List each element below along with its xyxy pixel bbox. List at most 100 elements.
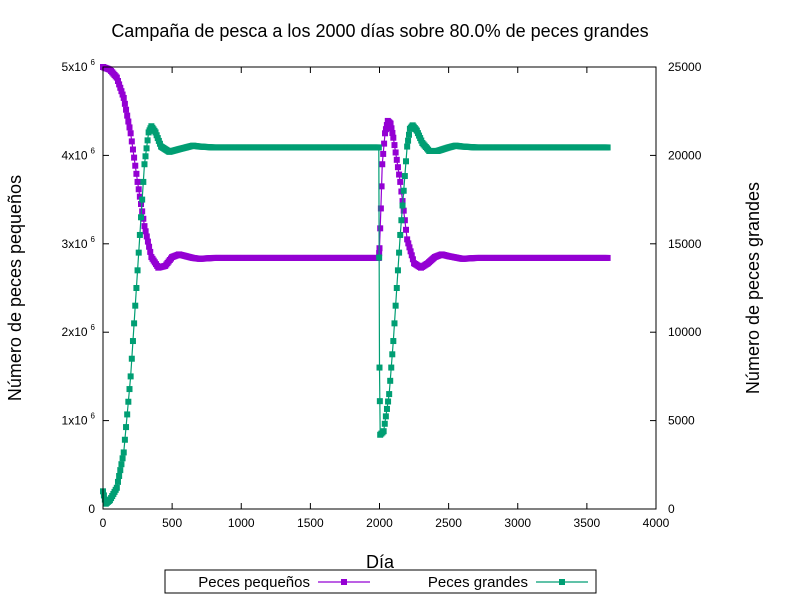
data-point xyxy=(143,233,150,240)
data-point xyxy=(400,207,407,214)
data-point xyxy=(394,164,401,171)
data-point xyxy=(135,249,142,256)
data-point xyxy=(143,145,150,152)
series-peces-grandes xyxy=(100,122,611,507)
data-point xyxy=(126,386,133,393)
y2-tick-label: 0 xyxy=(668,502,675,516)
series-layer xyxy=(100,64,611,507)
x-tick-label: 3000 xyxy=(504,516,531,530)
data-point xyxy=(408,252,415,259)
data-point xyxy=(391,320,398,327)
data-point xyxy=(132,302,139,309)
data-point xyxy=(382,413,389,420)
data-point xyxy=(377,225,384,232)
data-point xyxy=(135,186,142,193)
data-point xyxy=(121,100,128,107)
data-point xyxy=(113,74,120,81)
data-point xyxy=(142,228,149,235)
y-tick-label: 3x10 6 xyxy=(62,235,96,251)
legend-label-small: Peces pequeños xyxy=(198,574,310,591)
y-tick-label: 2x10 6 xyxy=(62,323,96,339)
data-point xyxy=(119,91,126,98)
data-point xyxy=(125,118,132,125)
data-point xyxy=(382,130,389,137)
data-point xyxy=(134,178,141,185)
legend-label-large: Peces grandes xyxy=(428,574,528,591)
y2-tick-label: 20000 xyxy=(668,148,702,162)
data-point xyxy=(397,178,404,185)
data-point xyxy=(139,196,146,203)
data-point xyxy=(391,142,398,149)
data-point xyxy=(394,267,401,274)
x-tick-label: 1000 xyxy=(228,516,255,530)
data-point xyxy=(404,143,411,150)
data-point xyxy=(392,149,399,156)
legend-marker xyxy=(341,579,347,585)
x-tick-label: 500 xyxy=(162,516,182,530)
legend: Peces pequeños Peces grandes xyxy=(164,569,597,594)
data-point xyxy=(377,205,384,212)
y-axis-right-title: Número de peces grandes xyxy=(743,182,763,394)
data-point xyxy=(604,254,611,261)
y2-tick-label: 15000 xyxy=(668,237,702,251)
y-tick-label: 1x10 6 xyxy=(62,412,96,428)
data-point xyxy=(398,217,405,224)
legend-box xyxy=(164,569,597,594)
legend-sample-small xyxy=(318,579,370,585)
data-point xyxy=(404,236,411,243)
data-point xyxy=(117,467,124,474)
x-tick-label: 3500 xyxy=(574,516,601,530)
x-tick-label: 2500 xyxy=(435,516,462,530)
data-point xyxy=(138,214,145,221)
data-point xyxy=(380,428,387,435)
data-point xyxy=(390,338,397,345)
data-point xyxy=(144,137,151,144)
data-point xyxy=(138,201,145,208)
data-point xyxy=(388,125,395,132)
y-tick-label: 4x10 6 xyxy=(62,146,96,162)
data-point xyxy=(129,338,136,345)
data-point xyxy=(142,153,149,160)
chart-title: Campaña de pesca a los 2000 días sobre 8… xyxy=(111,21,648,41)
data-point xyxy=(401,217,408,224)
data-point xyxy=(401,173,408,180)
data-point xyxy=(406,244,413,251)
data-point xyxy=(134,267,141,274)
data-point xyxy=(116,472,123,479)
data-point xyxy=(376,398,383,405)
data-point xyxy=(132,162,139,169)
data-point xyxy=(128,355,135,362)
series-line xyxy=(102,66,608,269)
data-point xyxy=(388,364,395,371)
data-point xyxy=(120,94,127,101)
x-tick-label: 0 xyxy=(100,516,107,530)
data-point xyxy=(397,231,404,238)
data-point xyxy=(386,391,393,398)
data-point xyxy=(407,248,414,255)
x-tick-label: 1500 xyxy=(297,516,324,530)
data-point xyxy=(383,405,390,412)
y-tick-label: 5x10 6 xyxy=(62,58,96,74)
x-tick-label: 2000 xyxy=(366,516,393,530)
data-point xyxy=(402,226,409,233)
data-point xyxy=(100,492,107,499)
data-point xyxy=(402,158,409,165)
data-point xyxy=(385,398,392,405)
data-point xyxy=(127,373,134,380)
data-point xyxy=(405,131,412,138)
series-line xyxy=(102,124,608,505)
y2-tick-label: 10000 xyxy=(668,325,702,339)
data-point xyxy=(136,231,143,238)
data-point xyxy=(396,249,403,256)
data-point xyxy=(131,320,138,327)
data-point xyxy=(121,436,128,443)
data-point xyxy=(147,248,154,255)
data-point xyxy=(133,170,140,177)
data-point xyxy=(405,240,412,247)
data-point xyxy=(604,144,611,151)
y-axis-right: 0 5000 10000 15000 20000 25000 xyxy=(650,60,702,516)
data-point xyxy=(378,183,385,190)
data-point xyxy=(393,156,400,163)
data-point xyxy=(392,302,399,309)
